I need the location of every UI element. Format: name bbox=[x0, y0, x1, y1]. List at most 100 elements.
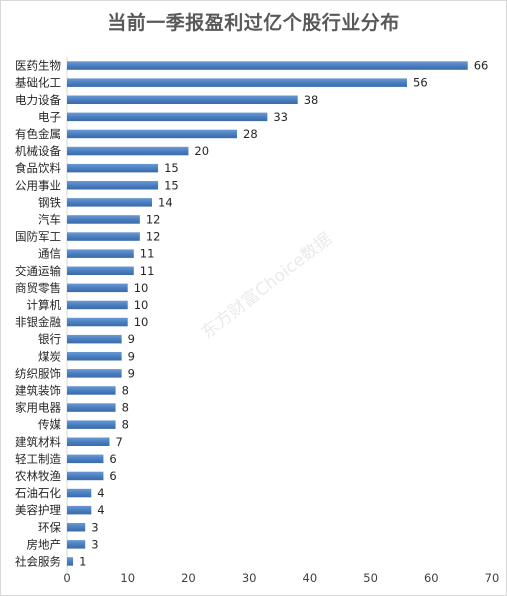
value-label: 12 bbox=[146, 212, 161, 226]
category-label: 电力设备 bbox=[15, 93, 61, 107]
category-label: 美容护理 bbox=[15, 503, 61, 517]
x-tick-label: 50 bbox=[363, 571, 378, 585]
bar bbox=[67, 232, 140, 241]
category-label: 环保 bbox=[38, 520, 61, 534]
bar bbox=[67, 129, 237, 139]
value-label: 10 bbox=[134, 298, 149, 312]
bar bbox=[67, 334, 122, 344]
value-label: 11 bbox=[140, 247, 155, 261]
value-label: 10 bbox=[134, 315, 149, 329]
category-label: 传媒 bbox=[38, 418, 61, 432]
bar bbox=[67, 420, 116, 429]
value-label: 12 bbox=[146, 230, 161, 244]
category-label: 轻工制造 bbox=[15, 452, 61, 466]
category-label: 国防军工 bbox=[15, 230, 61, 244]
bar bbox=[67, 249, 134, 258]
bar bbox=[67, 505, 92, 515]
value-label: 66 bbox=[474, 59, 489, 73]
bar bbox=[67, 403, 116, 412]
x-tick-label: 0 bbox=[63, 571, 70, 585]
bar bbox=[67, 198, 152, 207]
x-tick-label: 10 bbox=[120, 571, 135, 585]
value-label: 20 bbox=[194, 144, 209, 158]
value-label: 56 bbox=[413, 76, 428, 90]
value-label: 11 bbox=[140, 264, 155, 278]
bar bbox=[67, 266, 134, 275]
category-label: 社会服务 bbox=[15, 554, 61, 568]
value-label: 3 bbox=[91, 520, 98, 534]
category-label: 有色金属 bbox=[15, 127, 61, 141]
x-tick-label: 30 bbox=[242, 571, 257, 585]
bar bbox=[67, 300, 128, 310]
bar bbox=[67, 454, 104, 464]
category-label: 电子 bbox=[38, 110, 61, 124]
category-label: 食品饮料 bbox=[15, 161, 61, 175]
chart-title: 当前一季报盈利过亿个股行业分布 bbox=[107, 12, 400, 34]
category-label: 建筑装饰 bbox=[15, 383, 61, 397]
bar bbox=[67, 437, 110, 446]
category-label: 煤炭 bbox=[38, 349, 61, 363]
bar bbox=[67, 557, 74, 566]
value-label: 8 bbox=[122, 383, 129, 397]
category-label: 石油石化 bbox=[15, 486, 61, 500]
bar bbox=[67, 488, 92, 498]
category-label: 农林牧渔 bbox=[15, 469, 61, 483]
value-label: 4 bbox=[97, 486, 104, 500]
value-label: 33 bbox=[273, 110, 288, 124]
category-label: 房地产 bbox=[27, 537, 62, 551]
value-label: 6 bbox=[109, 469, 116, 483]
bar bbox=[67, 112, 268, 122]
category-label: 基础化工 bbox=[15, 76, 61, 90]
bar bbox=[67, 283, 128, 293]
bar bbox=[67, 61, 468, 70]
watermark-text: 东方财富Choice数据 bbox=[198, 229, 336, 343]
x-tick-label: 20 bbox=[181, 571, 196, 585]
bar bbox=[67, 471, 104, 481]
value-label: 9 bbox=[128, 366, 135, 380]
bar bbox=[67, 163, 159, 173]
bar bbox=[67, 95, 298, 104]
value-label: 9 bbox=[128, 332, 135, 346]
value-label: 38 bbox=[304, 93, 319, 107]
value-label: 1 bbox=[79, 554, 86, 568]
category-label: 医药生物 bbox=[15, 59, 61, 73]
bar bbox=[67, 181, 159, 190]
value-label: 3 bbox=[91, 537, 98, 551]
value-label: 14 bbox=[158, 195, 173, 209]
bar bbox=[67, 146, 189, 156]
bar bbox=[67, 317, 128, 327]
value-label: 15 bbox=[164, 178, 179, 192]
x-tick-label: 40 bbox=[303, 571, 318, 585]
category-label: 机械设备 bbox=[15, 144, 61, 158]
bar bbox=[67, 369, 122, 378]
category-label: 纺织服饰 bbox=[15, 366, 61, 380]
category-label: 公用事业 bbox=[15, 178, 61, 192]
bar bbox=[67, 215, 140, 224]
category-label: 钢铁 bbox=[38, 195, 61, 209]
value-label: 7 bbox=[116, 435, 123, 449]
category-label: 银行 bbox=[38, 332, 61, 346]
category-label: 商贸零售 bbox=[15, 281, 61, 295]
bar bbox=[67, 78, 407, 87]
category-label: 家用电器 bbox=[15, 401, 61, 415]
value-label: 15 bbox=[164, 161, 179, 175]
category-label: 计算机 bbox=[27, 298, 62, 312]
bar bbox=[67, 386, 116, 395]
x-tick-label: 60 bbox=[424, 571, 439, 585]
value-label: 8 bbox=[122, 418, 129, 432]
bar bbox=[67, 523, 86, 532]
bar bbox=[67, 540, 86, 549]
category-label: 交通运输 bbox=[15, 264, 61, 278]
value-label: 9 bbox=[128, 349, 135, 363]
category-label: 汽车 bbox=[38, 212, 61, 226]
value-label: 10 bbox=[134, 281, 149, 295]
value-label: 6 bbox=[109, 452, 116, 466]
category-label: 通信 bbox=[38, 247, 61, 261]
category-label: 非银金融 bbox=[15, 315, 61, 329]
bar bbox=[67, 352, 122, 361]
value-label: 28 bbox=[243, 127, 258, 141]
value-label: 4 bbox=[97, 503, 104, 517]
category-label: 建筑材料 bbox=[15, 435, 61, 449]
value-label: 8 bbox=[122, 401, 129, 415]
